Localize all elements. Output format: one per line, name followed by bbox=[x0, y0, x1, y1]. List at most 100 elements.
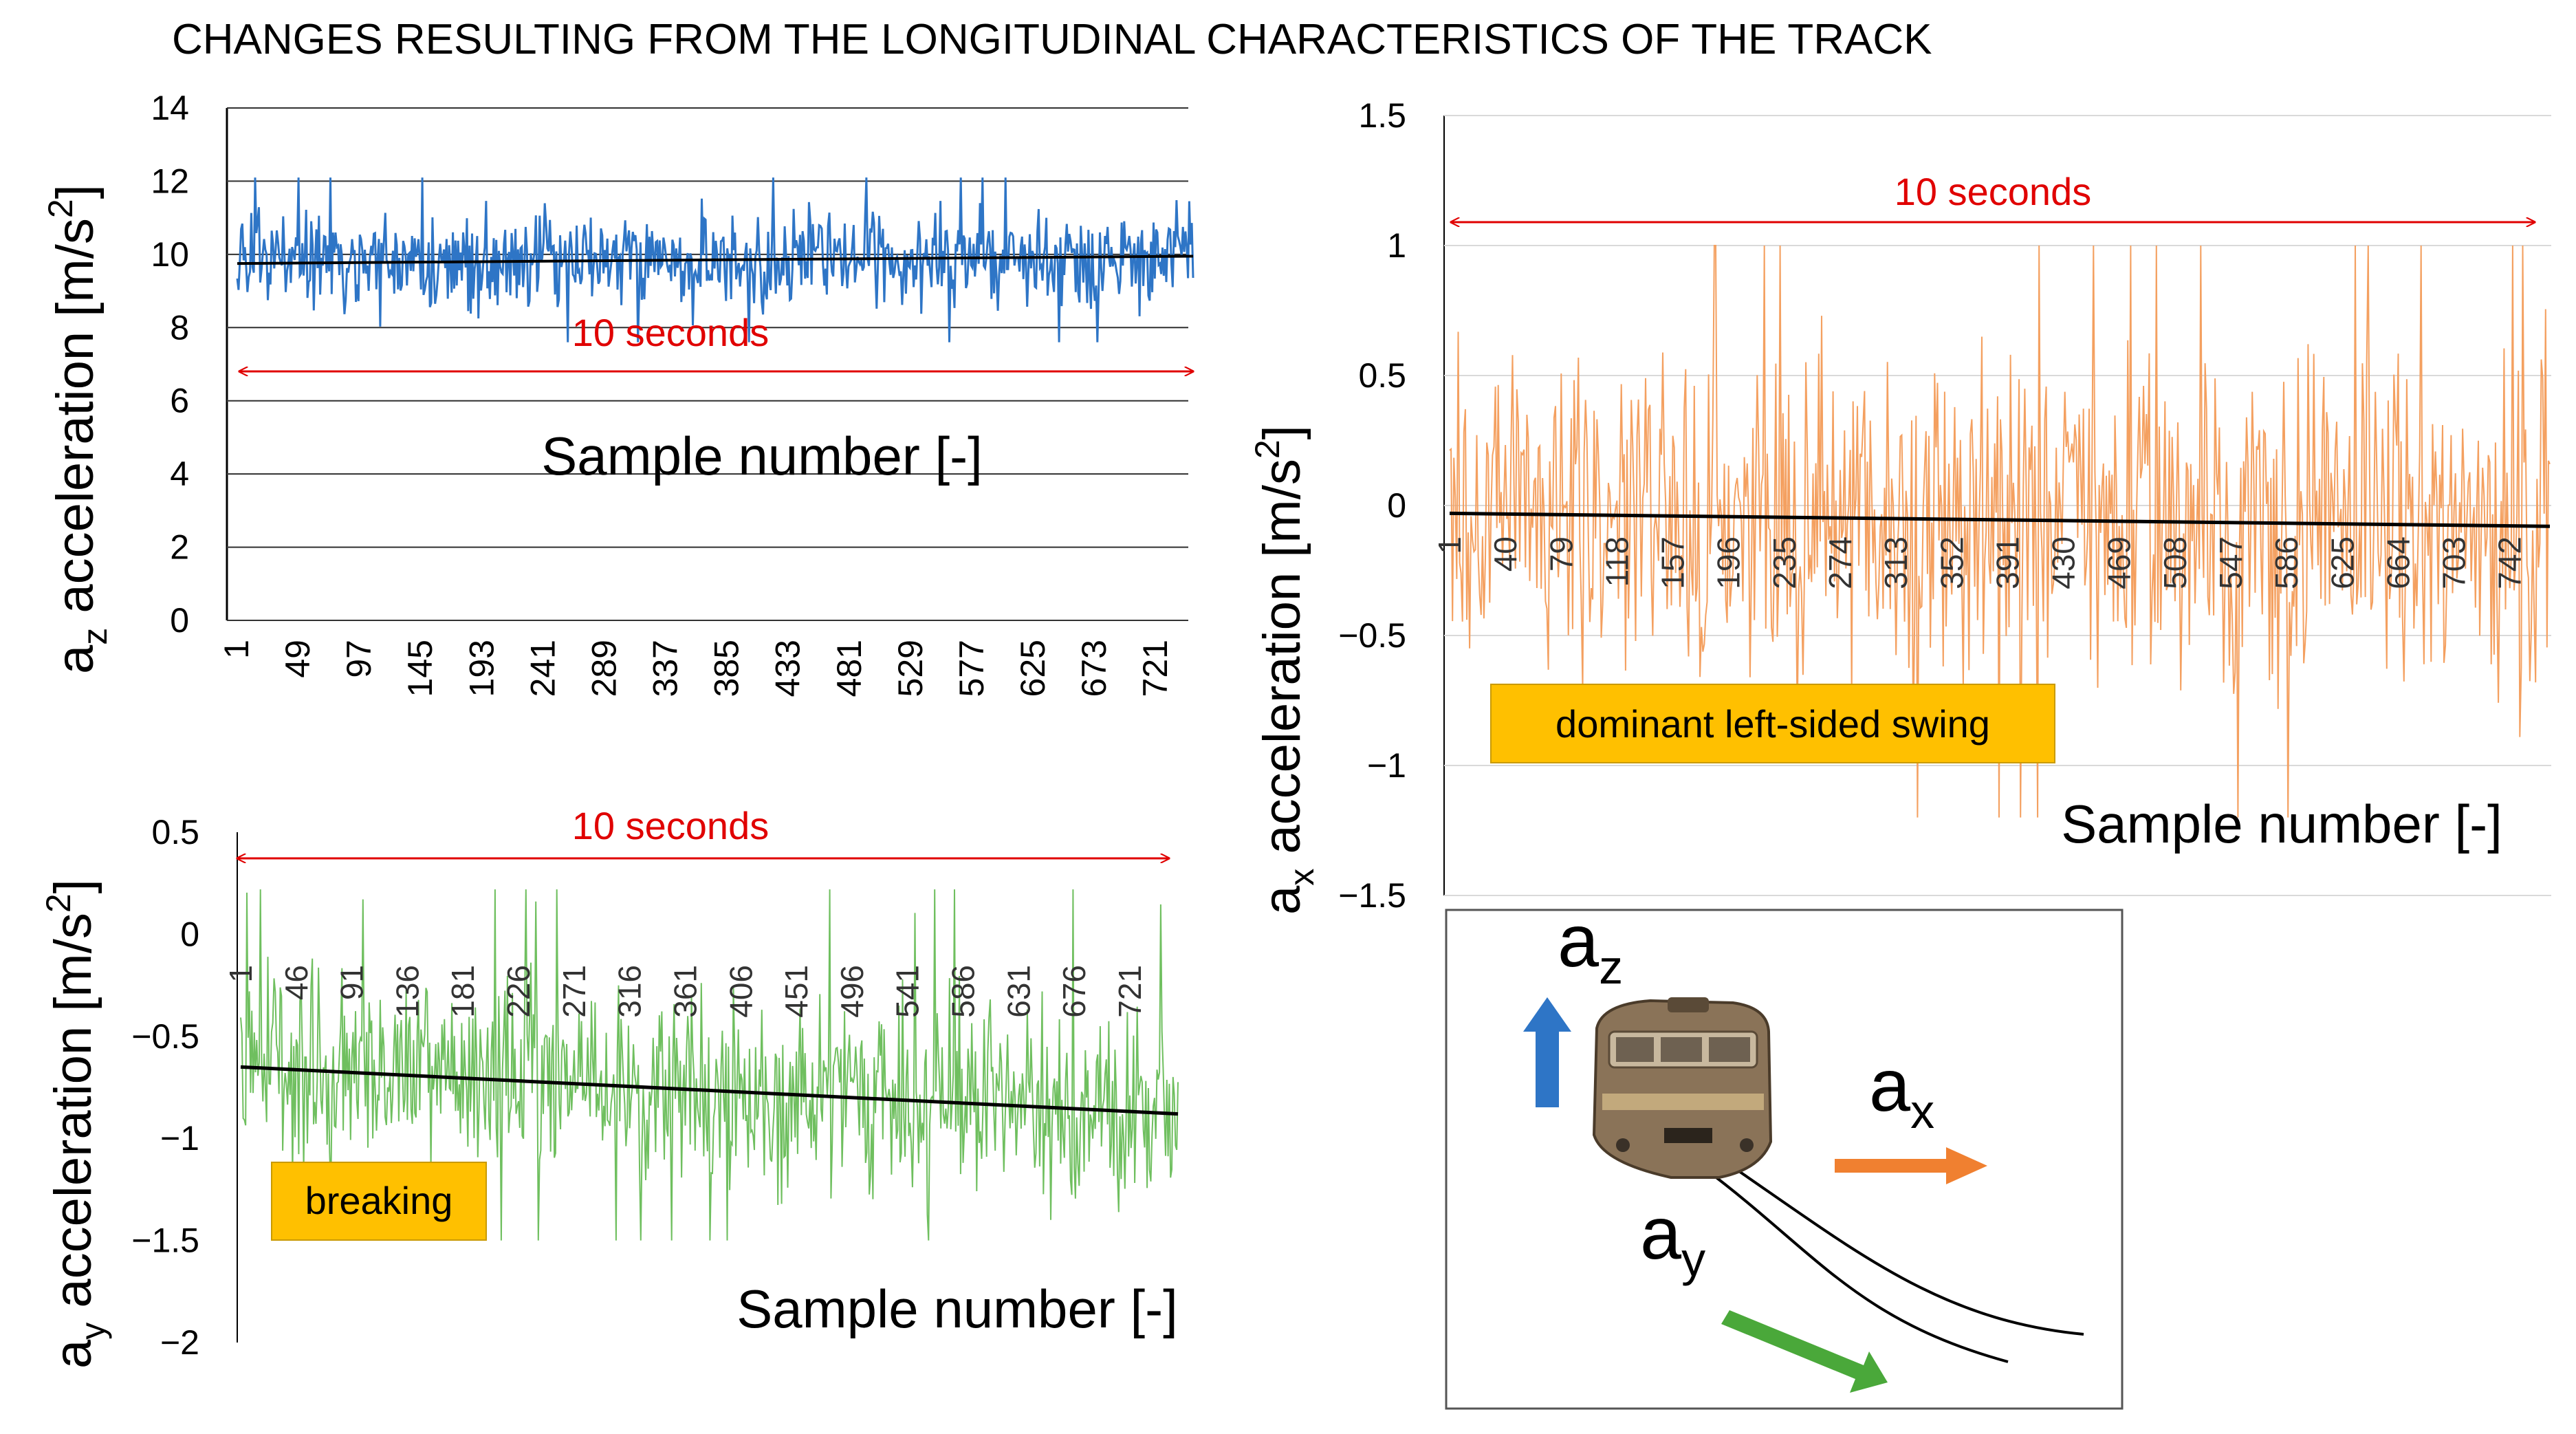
ay-xtick-label: 496 bbox=[834, 965, 870, 1018]
ax-xtick-label: 703 bbox=[2436, 536, 2472, 589]
ay-xtick-label: 406 bbox=[723, 965, 758, 1018]
ay-xtick-label: 271 bbox=[556, 965, 592, 1018]
rail-left bbox=[1704, 1168, 2009, 1363]
ax-xtick-label: 742 bbox=[2492, 536, 2528, 589]
ax-ytick-label: −1.5 bbox=[1338, 876, 1406, 915]
ay-xtick-label: 46 bbox=[279, 965, 314, 1000]
ay-trend-line bbox=[240, 1065, 1179, 1116]
diagram-label-az: az bbox=[1558, 899, 1623, 994]
az-xtick-label: 433 bbox=[769, 640, 807, 697]
figure-title: CHANGES RESULTING FROM THE LONGITUDINAL … bbox=[172, 16, 1932, 63]
az-annotation: 10 seconds bbox=[572, 311, 769, 354]
chart-az: 0 2 4 6 8 10 12 14 1 49 97 145 193 241 289 337 385 433 48… bbox=[41, 89, 1194, 697]
ax-xtick-label: 391 bbox=[1989, 536, 2025, 589]
ay-arrow-icon bbox=[1721, 1310, 1888, 1393]
ay-xtick-label: 361 bbox=[667, 965, 703, 1018]
ay-ytick-label: −0.5 bbox=[131, 1017, 199, 1056]
ay-xtick-label: 226 bbox=[501, 965, 536, 1018]
ax-xtick-label: 313 bbox=[1878, 536, 1914, 589]
ay-xtick-label: 631 bbox=[1001, 965, 1036, 1018]
az-xtick-label: 673 bbox=[1075, 640, 1113, 697]
az-xtick-label: 145 bbox=[401, 640, 439, 697]
az-ytick-label: 8 bbox=[170, 308, 189, 347]
diagram-label-ay: ay bbox=[1640, 1191, 1705, 1286]
az-ytick-label: 14 bbox=[151, 89, 189, 127]
ax-ytick-label: −0.5 bbox=[1338, 616, 1406, 655]
ax-xtick-label: 235 bbox=[1767, 536, 1802, 589]
ax-xtick-label: 430 bbox=[2046, 536, 2082, 589]
ax-xtick-label: 118 bbox=[1599, 536, 1635, 587]
ax-xtick-label: 547 bbox=[2213, 536, 2249, 589]
ay-xtick-label: 586 bbox=[946, 965, 981, 1018]
ax-annotation: 10 seconds bbox=[1895, 170, 2091, 213]
az-y-label: az acceleration [m/s2] bbox=[41, 184, 114, 674]
rail-right bbox=[1725, 1161, 2084, 1336]
az-xtick-label: 49 bbox=[279, 640, 317, 678]
ax-xtick-label: 664 bbox=[2380, 536, 2416, 589]
ax-xtick-label: 625 bbox=[2324, 536, 2360, 589]
ay-xtick-label: 451 bbox=[778, 965, 814, 1018]
ay-x-label: Sample number [-] bbox=[736, 1279, 1178, 1339]
ax-ytick-label: −1 bbox=[1367, 746, 1406, 785]
az-xtick-label: 1 bbox=[217, 640, 256, 659]
ay-xtick-label: 181 bbox=[445, 965, 481, 1018]
ay-ytick-label: −2 bbox=[160, 1323, 199, 1362]
ax-xtick-label: 157 bbox=[1655, 536, 1691, 589]
ax-xtick-label: 40 bbox=[1487, 536, 1523, 572]
az-ytick-label: 10 bbox=[151, 235, 189, 274]
ax-xtick-label: 274 bbox=[1822, 536, 1858, 589]
ax-xtick-label: 508 bbox=[2157, 536, 2193, 589]
az-xtick-label: 289 bbox=[585, 640, 623, 697]
az-ytick-label: 12 bbox=[151, 162, 189, 200]
az-xtick-label: 385 bbox=[708, 640, 746, 697]
ax-y-label: ax acceleration [m/s2] bbox=[1248, 425, 1321, 915]
axes-diagram: az ax ay bbox=[1445, 899, 2124, 1410]
az-xtick-label: 529 bbox=[891, 640, 930, 697]
ax-arrow-icon bbox=[1835, 1147, 1987, 1184]
az-series-line bbox=[236, 177, 1194, 343]
ax-ytick-label: 1.5 bbox=[1358, 96, 1406, 135]
az-xtick-label: 241 bbox=[523, 640, 562, 697]
az-arrow-icon bbox=[1523, 997, 1571, 1107]
chart-ax: −1.5 −1 −0.5 0 0.5 1 1.5 1 40 79 118 157 196 235 274 3… bbox=[1248, 96, 2551, 915]
ay-xtick-label: 316 bbox=[612, 965, 648, 1018]
az-ytick-label: 6 bbox=[170, 382, 189, 420]
ax-xtick-label: 352 bbox=[1934, 536, 1969, 589]
ay-xtick-label: 541 bbox=[890, 965, 926, 1018]
az-ytick-label: 0 bbox=[170, 601, 189, 640]
ax-series-line bbox=[1449, 245, 2551, 818]
ay-xtick-label: 1 bbox=[223, 965, 259, 983]
ay-annotation: 10 seconds bbox=[572, 804, 769, 847]
ax-callout-text: dominant left-sided swing bbox=[1556, 702, 1990, 746]
ay-xtick-label: 91 bbox=[334, 965, 370, 1000]
az-xtick-label: 193 bbox=[462, 640, 501, 697]
ay-ytick-label: −1.5 bbox=[131, 1221, 199, 1260]
ax-trend-line bbox=[1449, 511, 2551, 528]
az-x-label: Sample number [-] bbox=[541, 426, 983, 486]
ax-x-label: Sample number [-] bbox=[2061, 794, 2502, 854]
ay-series-line bbox=[240, 889, 1179, 1241]
ay-callout-text: breaking bbox=[305, 1179, 453, 1222]
ay-ytick-label: 0 bbox=[180, 915, 199, 953]
ay-ytick-label: 0.5 bbox=[151, 813, 199, 851]
ax-ytick-label: 0 bbox=[1387, 486, 1406, 525]
ay-xtick-label: 136 bbox=[389, 965, 425, 1018]
chart-ay: −2 −1.5 −1 −0.5 0 0.5 1 46 91 136 181 226 271 316 361… bbox=[39, 804, 1179, 1369]
ay-ytick-label: −1 bbox=[160, 1119, 199, 1158]
ax-xtick-label: 469 bbox=[2102, 536, 2137, 589]
ax-xtick-label: 196 bbox=[1711, 536, 1747, 589]
az-xtick-label: 337 bbox=[646, 640, 685, 697]
diagram-frame bbox=[1445, 909, 2124, 1410]
ay-xtick-label: 676 bbox=[1056, 965, 1092, 1018]
ax-xtick-label: 79 bbox=[1543, 536, 1579, 572]
ay-callout-box bbox=[271, 1162, 487, 1241]
az-trend-line bbox=[237, 254, 1194, 265]
az-xtick-label: 481 bbox=[830, 640, 869, 697]
ax-xtick-label: 1 bbox=[1432, 536, 1467, 554]
ax-callout-box bbox=[1490, 684, 2055, 763]
az-xtick-label: 97 bbox=[340, 640, 378, 678]
az-xtick-label: 625 bbox=[1014, 640, 1052, 697]
ax-ytick-label: 0.5 bbox=[1358, 356, 1406, 395]
az-ytick-label: 4 bbox=[170, 455, 189, 493]
diagram-label-ax: ax bbox=[1869, 1043, 1934, 1138]
